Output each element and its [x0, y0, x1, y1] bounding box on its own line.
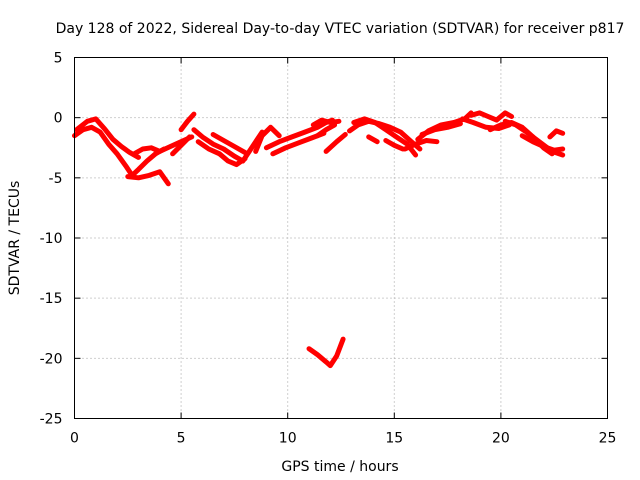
series-track-24: [460, 116, 512, 131]
x-tick-label: 5: [177, 431, 186, 447]
series-track-20: [383, 138, 406, 152]
y-tick-label: 5: [54, 51, 63, 67]
x-axis-label: GPS time / hours: [281, 459, 398, 475]
series-track-18: [351, 116, 419, 158]
series-track-5: [170, 134, 193, 157]
series-track-19: [366, 134, 380, 145]
series-track-14: [310, 117, 342, 128]
chart-title: Day 128 of 2022, Sidereal Day-to-day VTE…: [56, 21, 625, 37]
series-track-15: [323, 132, 348, 154]
series-track-25: [468, 110, 515, 123]
y-tick-label: 0: [54, 111, 63, 127]
y-tick-label: -20: [40, 351, 63, 367]
series-track-1: [72, 124, 167, 178]
series-track-10: [253, 124, 282, 154]
series-track-3: [125, 169, 171, 187]
x-tick-label: 10: [279, 431, 297, 447]
y-tick-label: -15: [40, 291, 63, 307]
series-track-7: [191, 127, 265, 164]
series-track-17: [347, 118, 423, 152]
x-tick-label: 0: [70, 431, 79, 447]
x-tick-label: 20: [492, 431, 510, 447]
plot-frame: [74, 57, 608, 419]
y-tick-label: -25: [40, 412, 63, 428]
series-track-16: [306, 336, 346, 369]
y-tick-label: -10: [40, 231, 63, 247]
series-track-28: [519, 133, 566, 153]
x-tick-label: 25: [599, 431, 617, 447]
series-track-8: [195, 139, 248, 168]
series-track-21: [402, 138, 440, 152]
series-track-29: [547, 128, 566, 140]
series-track-13: [315, 122, 338, 139]
series-track-6: [178, 111, 197, 133]
x-tick-label: 15: [385, 431, 403, 447]
y-axis-label: SDTVAR / TECUs: [7, 181, 23, 296]
series-track-9: [210, 132, 248, 156]
series-track-4: [131, 134, 195, 157]
y-tick-label: -5: [49, 171, 63, 187]
series-track-2: [74, 116, 141, 160]
series-track-23: [419, 121, 463, 137]
